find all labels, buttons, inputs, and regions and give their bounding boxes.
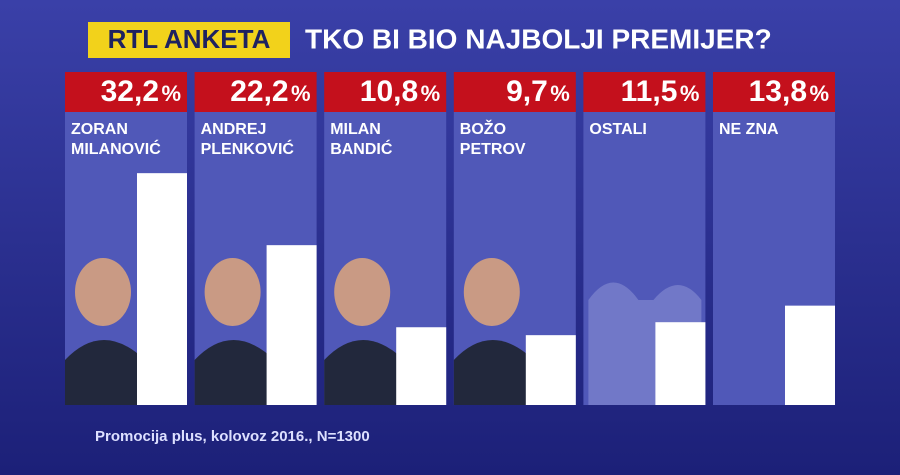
portrait-head <box>75 258 131 326</box>
portrait-body <box>324 340 405 405</box>
value-unit: % <box>421 81 441 106</box>
value-unit: % <box>680 81 700 106</box>
category-label: NE ZNA <box>719 121 779 138</box>
value-box <box>453 72 576 112</box>
bar <box>396 327 447 405</box>
value-label: 9,7 <box>506 75 548 108</box>
value-box <box>194 72 317 112</box>
value-label: 13,8 <box>749 75 807 108</box>
badge: RTL ANKETA <box>108 24 271 54</box>
bar <box>655 322 706 405</box>
portrait-head <box>463 258 520 326</box>
value-label: 11,5 <box>621 75 678 108</box>
value-unit: % <box>809 81 829 106</box>
category-label: BANDIĆ <box>330 139 393 158</box>
portrait-body <box>65 340 145 405</box>
category-label: ZORAN <box>71 121 128 138</box>
category-label: ANDREJ <box>201 121 267 138</box>
portrait-body <box>194 340 275 405</box>
bar <box>266 245 317 405</box>
value-unit: % <box>550 81 570 106</box>
value-unit: % <box>291 81 311 106</box>
footnote: Promocija plus, kolovoz 2016., N=1300 <box>95 428 370 445</box>
value-label: 10,8 <box>360 75 418 108</box>
value-label: 22,2 <box>230 75 288 108</box>
category-label: MILAN <box>330 121 381 138</box>
value-unit: % <box>161 81 181 106</box>
value-box <box>713 72 835 112</box>
bar <box>785 305 835 405</box>
portrait-body <box>453 340 534 405</box>
value-box <box>324 72 447 112</box>
category-label: MILANOVIĆ <box>71 139 161 158</box>
value-box <box>65 72 187 112</box>
badge-box <box>88 22 290 58</box>
value-box <box>583 72 706 112</box>
category-label: PETROV <box>460 141 526 158</box>
category-label: PLENKOVIĆ <box>201 139 295 158</box>
category-label: OSTALI <box>589 121 646 138</box>
category-label: BOŽO <box>460 119 506 138</box>
portrait-head <box>334 258 391 326</box>
bar <box>137 173 187 405</box>
value-label: 32,2 <box>101 75 159 108</box>
portrait-head <box>204 258 261 326</box>
chart-title: TKO BI BIO NAJBOLJI PREMIJER? <box>305 23 772 54</box>
bar <box>525 335 576 405</box>
